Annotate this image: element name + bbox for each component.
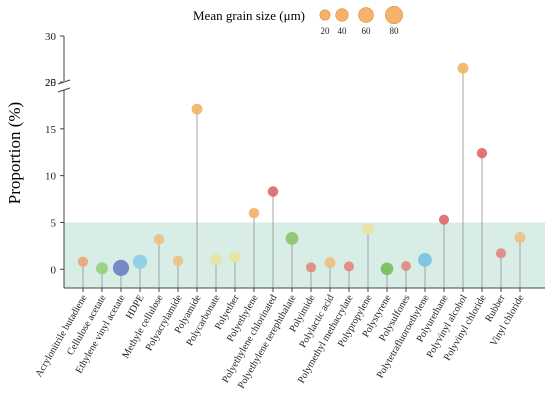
size-legend-value: 80 xyxy=(390,26,400,36)
data-point xyxy=(476,148,488,159)
data-point xyxy=(191,103,203,115)
size-legend-swatch xyxy=(319,9,331,21)
data-point xyxy=(210,254,222,266)
size-legend-value: 20 xyxy=(321,26,331,36)
data-point xyxy=(362,223,374,235)
data-point xyxy=(514,231,526,243)
data-point xyxy=(153,234,165,245)
data-point xyxy=(495,248,507,259)
data-point xyxy=(457,62,469,74)
data-point xyxy=(112,259,130,276)
size-legend-title: Mean grain size (μm) xyxy=(193,8,305,23)
data-point xyxy=(401,261,411,271)
data-point xyxy=(77,256,89,267)
data-point xyxy=(229,251,241,263)
axis-break-gap xyxy=(58,82,70,89)
point-layer xyxy=(77,62,526,276)
y-tick-label: 20 xyxy=(45,77,57,89)
data-point xyxy=(132,254,148,269)
size-legend-value: 60 xyxy=(362,26,372,36)
data-point xyxy=(95,262,109,275)
shaded-band-layer xyxy=(64,222,545,288)
y-tick-label: 15 xyxy=(45,124,57,136)
data-point xyxy=(418,253,432,267)
y-tick-label: 0 xyxy=(51,264,57,276)
data-point xyxy=(248,207,260,219)
y-tick-label: 10 xyxy=(45,171,57,183)
data-point xyxy=(267,186,279,197)
data-point xyxy=(438,214,450,225)
data-point xyxy=(285,232,299,245)
data-point xyxy=(305,262,317,273)
size-legend: Mean grain size (μm) 20 40 60 80 xyxy=(193,6,403,36)
y-tick-label: 5 xyxy=(51,217,57,229)
y-tick-label: 25 xyxy=(45,77,57,89)
size-legend-value: 40 xyxy=(338,26,348,36)
size-legend-swatch xyxy=(335,8,349,22)
size-legend-swatch xyxy=(358,7,374,23)
size-legend-swatch xyxy=(385,6,403,24)
y-tick-label: 30 xyxy=(45,31,57,43)
shaded-band xyxy=(64,222,545,288)
data-point xyxy=(343,261,355,272)
data-point xyxy=(172,255,184,267)
size-legend-items: 20 40 60 80 xyxy=(319,6,403,36)
data-point xyxy=(324,257,336,269)
axis-break-mark xyxy=(57,87,71,93)
data-point xyxy=(380,262,394,276)
y-axis-label: Proportion (%) xyxy=(5,102,24,204)
